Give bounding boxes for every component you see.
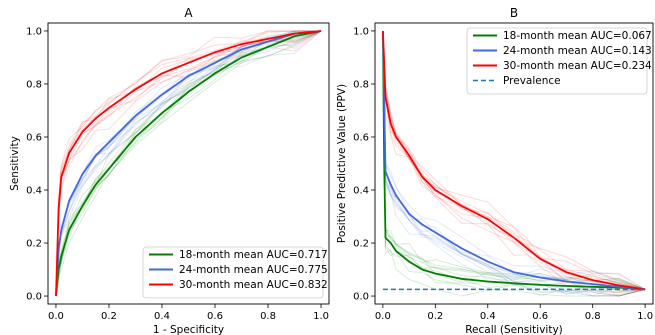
y-axis-label: Positive Predictive Value (PPV) (336, 84, 348, 243)
replicate-curve (382, 30, 646, 297)
replicate-curve (382, 30, 646, 290)
legend-entry: 18-month mean AUC=0.717 (179, 249, 328, 261)
x-tick-label: 0.8 (585, 311, 601, 322)
x-tick-label: 0.0 (48, 311, 64, 322)
series-group (55, 30, 322, 297)
replicate-curve (382, 30, 646, 290)
replicate-curve (382, 30, 646, 297)
legend-entry: 30-month mean AUC=0.234 (503, 60, 652, 72)
x-tick-label: 0.2 (101, 311, 117, 322)
replicate-curve (55, 30, 322, 297)
replicate-curve (55, 30, 322, 297)
x-tick-label: 1.0 (637, 311, 653, 322)
y-tick-label: 0.0 (26, 292, 42, 303)
replicate-curve (382, 30, 646, 292)
replicate-curve (382, 30, 646, 293)
y-tick-label: 0.2 (353, 239, 369, 250)
legend-entry: 30-month mean AUC=0.832 (179, 279, 328, 291)
replicate-curve (55, 30, 322, 297)
legend-entry: Prevalence (503, 75, 561, 87)
replicate-curve (55, 30, 322, 297)
legend-box (466, 27, 648, 95)
replicate-curve (382, 30, 646, 297)
chart-title: B (510, 6, 518, 20)
y-tick-label: 0.6 (353, 132, 369, 143)
y-tick-label: 0.4 (26, 186, 42, 197)
x-tick-label: 0.4 (154, 311, 170, 322)
replicate-curve (55, 30, 322, 297)
replicate-curve (55, 30, 322, 297)
y-tick-label: 0.4 (353, 186, 369, 197)
series-line-3 (382, 30, 646, 291)
replicate-curve (382, 30, 646, 297)
x-tick-label: 0.0 (375, 311, 391, 322)
series-line-2 (55, 30, 322, 297)
series-line-2 (382, 30, 646, 291)
y-tick-label: 1.0 (353, 26, 369, 37)
y-tick-label: 0.8 (353, 79, 369, 90)
legend-entry: 24-month mean AUC=0.143 (503, 45, 652, 57)
legend-box (142, 246, 324, 299)
replicate-curve (382, 30, 646, 290)
replicate-curve (382, 30, 646, 297)
replicate-curve (382, 30, 646, 295)
y-tick-label: 0.0 (353, 292, 369, 303)
x-tick-label: 0.6 (207, 311, 223, 322)
y-tick-label: 1.0 (26, 26, 42, 37)
replicate-curve (55, 30, 321, 297)
replicate-curve (382, 30, 646, 297)
replicate-curve (55, 30, 322, 297)
x-axis-label: 1 - Specificity (153, 324, 224, 335)
x-axis-label: Recall (Sensitivity) (465, 324, 563, 335)
series-group (382, 30, 646, 297)
y-tick-label: 0.8 (26, 79, 42, 90)
legend: 18-month mean AUC=0.717 24-month mean AUC… (142, 246, 328, 299)
replicate-curve (55, 30, 321, 297)
legend: 18-month mean AUC=0.067 24-month mean AUC… (466, 27, 652, 95)
series-line-3 (55, 30, 322, 297)
legend-entry: 18-month mean AUC=0.067 (503, 30, 652, 42)
x-tick-label: 0.6 (532, 311, 548, 322)
replicate-curve (382, 30, 646, 290)
x-tick-label: 0.4 (480, 311, 496, 322)
replicate-curve (382, 30, 646, 290)
legend-entry: 24-month mean AUC=0.775 (179, 264, 328, 276)
replicate-curve (382, 30, 646, 290)
replicate-curve (382, 30, 646, 290)
replicate-curve (55, 30, 322, 297)
y-tick-label: 0.2 (26, 239, 42, 250)
series-line-1 (55, 30, 322, 297)
x-tick-label: 0.8 (260, 311, 276, 322)
panel-b: 0.0 0.2 0.4 0.6 0.8 1.0 0.0 0.2 0.4 0.6 0.8 1.0 B Rec… (336, 6, 654, 335)
axes-frame (374, 22, 654, 305)
replicate-curve (55, 30, 321, 297)
y-axis-label: Sensitivity (9, 136, 21, 191)
series-line-1 (382, 30, 646, 291)
replicate-curve (55, 30, 322, 297)
replicate-curve (382, 30, 646, 297)
replicate-curve (382, 30, 646, 290)
x-tick-label: 0.2 (427, 311, 443, 322)
x-tick-label: 1.0 (313, 311, 329, 322)
axes-frame (47, 22, 330, 305)
chart-title: A (184, 6, 193, 20)
y-tick-label: 0.6 (26, 132, 42, 143)
panel-a: 0.0 0.2 0.4 0.6 0.8 1.0 0.0 0.2 0.4 0.6 0.8 1.0 A 1 -… (9, 6, 330, 335)
replicate-curve (382, 30, 646, 297)
replicate-curve (55, 30, 322, 297)
